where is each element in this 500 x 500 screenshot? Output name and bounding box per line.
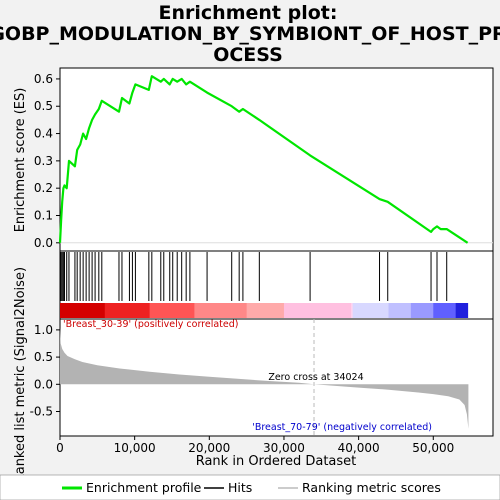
es-y-tick-label: 0.2 bbox=[34, 181, 53, 195]
es-y-tick-label: 0.0 bbox=[34, 236, 53, 250]
x-axis-label: Rank in Ordered Dataset bbox=[196, 454, 357, 469]
colorbar-segment bbox=[388, 303, 412, 318]
colorbar-segment bbox=[104, 303, 151, 318]
metric-y-tick-label: 1.0 bbox=[34, 323, 53, 337]
es-y-tick-label: 0.5 bbox=[34, 99, 53, 113]
legend-enrichment-label: Enrichment profile bbox=[86, 480, 202, 495]
es-y-axis-label: Enrichment score (ES) bbox=[13, 88, 28, 233]
x-tick-label: 30,000 bbox=[263, 441, 305, 455]
es-y-tick-label: 0.1 bbox=[34, 208, 53, 222]
metric-y-tick-label: 0.5 bbox=[34, 350, 53, 364]
colorbar-segment bbox=[60, 303, 106, 318]
enrichment-profile-line bbox=[58, 75, 469, 244]
colorbar-segment bbox=[352, 303, 389, 318]
positive-correlation-label: 'Breast_30-39' (positively correlated) bbox=[63, 319, 239, 330]
legend-metric-label: Ranking metric scores bbox=[302, 480, 441, 495]
colorbar-segment bbox=[433, 303, 457, 318]
colorbar-segment bbox=[246, 303, 285, 318]
es-panel bbox=[59, 67, 494, 252]
colorbar-segment bbox=[194, 303, 248, 318]
metric-y-tick-label: 0.0 bbox=[34, 377, 53, 391]
x-tick-label: 20,000 bbox=[188, 441, 230, 455]
es-y-tick-label: 0.3 bbox=[34, 154, 53, 168]
metric-y-axis-label: Ranked list metric (Signal2Noise) bbox=[13, 267, 28, 483]
metric-y-tick-label: -0.5 bbox=[30, 405, 53, 419]
metric-x-axis: 0 10,000 20,000 30,000 40,000 50,000 bbox=[56, 436, 454, 455]
ranking-colorbar bbox=[60, 303, 469, 318]
metric-y-axis: -0.5 0.0 0.5 1.0 bbox=[30, 323, 60, 419]
colorbar-segment bbox=[351, 303, 354, 318]
legend-hits-label: Hits bbox=[228, 480, 252, 495]
x-tick-label: 40,000 bbox=[338, 441, 380, 455]
x-tick-label: 0 bbox=[56, 441, 64, 455]
chart-title-line-2: GOBP_MODULATION_BY_SYMBIONT_OF_HOST_PR bbox=[0, 23, 500, 45]
x-tick-label: 50,000 bbox=[412, 441, 454, 455]
zero-cross-label: Zero cross at 34024 bbox=[268, 372, 363, 383]
legend: Enrichment profile Hits Ranking metric s… bbox=[0, 474, 500, 500]
colorbar-segment bbox=[410, 303, 434, 318]
chart-title-line-3: OCESS bbox=[213, 44, 283, 66]
colorbar-segment bbox=[455, 303, 469, 318]
negative-correlation-label: 'Breast_70-79' (negatively correlated) bbox=[252, 422, 432, 433]
chart-title-line-1: Enrichment plot: bbox=[159, 2, 338, 24]
es-y-tick-label: 0.6 bbox=[34, 72, 53, 86]
colorbar-segment bbox=[283, 303, 352, 318]
ranking-metric-area bbox=[60, 327, 469, 429]
es-y-axis: 0.0 0.1 0.2 0.3 0.4 0.5 0.6 bbox=[34, 72, 60, 250]
hits-marks bbox=[59, 252, 448, 301]
colorbar-segment bbox=[149, 303, 195, 318]
es-y-tick-label: 0.4 bbox=[34, 127, 53, 141]
x-tick-label: 10,000 bbox=[114, 441, 156, 455]
